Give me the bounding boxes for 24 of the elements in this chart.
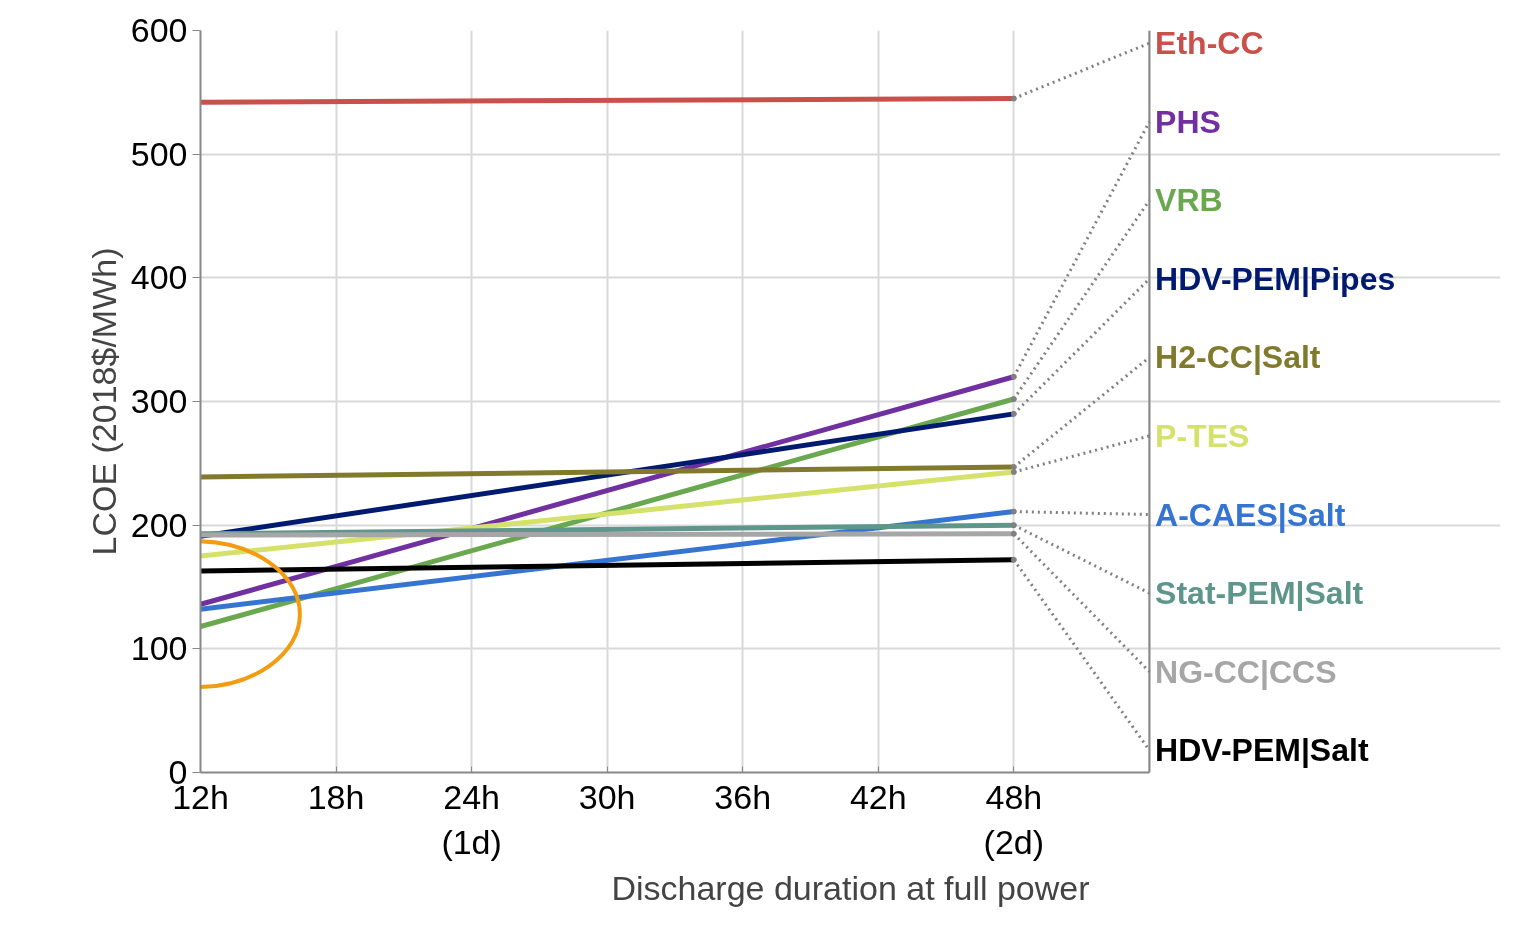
y-tick-label: 400 [130, 258, 188, 297]
text: Stat-PEM|Salt [1155, 575, 1364, 612]
text: H2-CC|Salt [1155, 339, 1321, 376]
y-tick-label: 600 [130, 11, 188, 49]
x-tick-label: 24h (1d) [441, 777, 502, 862]
y-tick-label: 200 [130, 505, 188, 544]
text: VRB [1155, 182, 1223, 219]
x-tick-label: 48h (2d) [983, 777, 1045, 862]
x-tick-label: 18h [307, 777, 365, 816]
text: HDV-PEM|Salt [1155, 732, 1369, 769]
x-tick-label: 30h [578, 777, 636, 816]
y-tick-label: 300 [130, 382, 188, 420]
y-axis-title: LCOE (2018$/MWh) [84, 247, 123, 556]
y-tick-label: 100 [130, 629, 188, 668]
text: Eth-CC [1155, 25, 1264, 62]
x-tick-label: 42h [849, 777, 907, 816]
legend-label: P-TES [1155, 417, 1250, 454]
text: NG-CC|CCS [1155, 653, 1337, 690]
y-tick-label: 500 [130, 134, 188, 173]
x-tick-label: 36h [714, 777, 772, 816]
text: HDV-PEM|Pipes [1155, 260, 1396, 297]
text: PHS [1155, 103, 1221, 140]
x-axis-title: Discharge duration at full power [611, 869, 1090, 908]
legend-label: A-CAES|Salt [1155, 496, 1346, 533]
